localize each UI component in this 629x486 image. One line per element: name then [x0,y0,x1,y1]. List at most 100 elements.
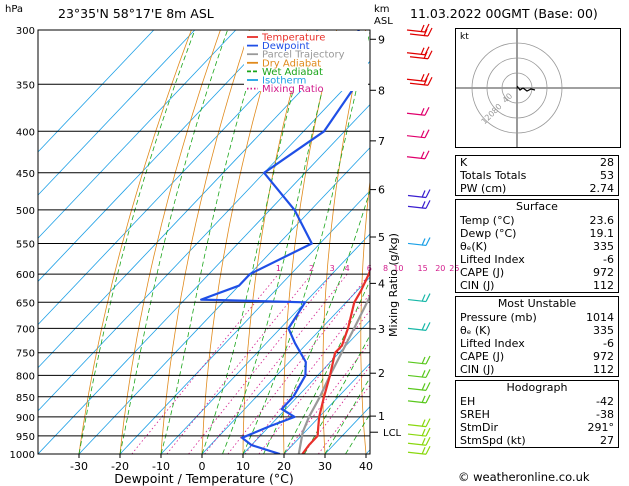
km-tick-label: 6 [378,184,385,197]
hodograph-row: StmDir 291° [460,421,614,434]
km-asl-label: km ASL [374,4,393,28]
isotherm-line [242,319,370,454]
wind-barb [407,189,431,199]
mixing-ratio-label: 10 [393,264,403,273]
mixing-ratio-line [258,309,370,454]
x-tick-label: 30 [318,460,332,473]
surface-row: Temp (°C) 23.6 [460,214,614,227]
wind-barb [407,293,431,303]
km-tick-label: 5 [378,231,385,244]
most-unstable-row: Lifted Index -6 [460,337,614,350]
isotherm-line [38,103,370,454]
legend-entry: Isotherm [262,76,306,87]
x-tick-label: 10 [236,460,250,473]
hodograph-unit-label: kt [460,32,469,42]
km-tick-label: 2 [378,367,385,380]
isotherm-line [38,30,237,239]
x-axis-title: Dewpoint / Temperature (°C) [114,471,293,486]
legend-entry: Parcel Trajectory [262,50,345,61]
wind-barb [409,50,433,60]
surface-row: CAPE (J) 972 [460,266,614,279]
x-tick-label: 40 [359,460,373,473]
dry-adiabat-line [433,30,453,454]
surface-row: CIN (J) 112 [460,279,614,292]
wet-adiabat-line [78,30,196,454]
isotherm-line [38,60,370,412]
legend-entry: Dewpoint [262,41,310,52]
wind-barb [407,200,431,209]
index-row: K 28 [460,156,614,169]
isotherm-line [38,30,278,282]
hodograph-trace [516,85,536,92]
km-tick-label: 8 [378,84,385,97]
km-tick-label: 3 [378,323,385,336]
km-tick-label: 1 [378,410,385,423]
dry-adiabat-line [398,30,424,454]
dry-adiabat-line [160,30,250,454]
isotherm-line [160,233,370,454]
parcel-trajectory-line [297,293,370,454]
hodograph-row: StmSpd (kt) 27 [460,434,614,447]
index-row: Totals Totals 53 [460,169,614,182]
indices-table: K 28 Totals Totals 53 PW (cm) 2.74 Surface … [455,155,619,451]
indices-box: K 28 Totals Totals 53 PW (cm) 2.74 [455,155,619,196]
mixing-ratio-label: 8 [383,264,388,273]
plot-area [38,30,453,454]
most-unstable-row: CIN (J) 112 [460,363,614,376]
pressure-unit-label: hPa [5,4,24,15]
wind-barb [407,427,431,437]
dewpoint-line [200,30,360,454]
wet-adiabat-line [324,376,370,454]
km-tick-label: 7 [378,135,385,148]
hodograph-ring [471,42,563,134]
pressure-tick-label: 550 [16,239,35,250]
mixing-ratio-label: 3 [330,264,335,273]
most-unstable-row: Pressure (mb) 1014 [460,311,614,324]
isotherm-line [78,147,370,454]
km-tick-label: 9 [378,33,385,46]
dry-adiabat-line [78,30,192,454]
wind-barb [406,129,430,139]
hodograph-row: SREH -38 [460,408,614,421]
x-tick-label: -20 [111,460,129,473]
asl-label: ASL [374,16,393,27]
most-unstable-title: Most Unstable [497,297,577,310]
wind-barb [407,355,431,365]
dry-adiabat-line [119,30,221,454]
pressure-tick-label: 1000 [10,450,35,461]
x-tick-label: -30 [70,460,88,473]
isotherm-line [38,30,319,326]
plot-frame [37,29,371,455]
temperature-line [301,267,370,454]
pressure-tick-label: 600 [16,270,35,281]
isotherm-line [38,30,155,153]
wind-barb [407,445,431,455]
datetime-title: 11.03.2022 00GMT (Base: 00) [410,6,598,21]
mixing-ratio-label: 1 [276,264,281,273]
wind-barb [409,27,433,37]
km-label: km [374,4,390,15]
wind-barb [407,437,431,446]
wind-barb [407,418,431,428]
index-row: PW (cm) 2.74 [460,182,614,195]
pressure-tick-label: 900 [16,413,35,424]
pressure-tick-label: 350 [16,80,35,91]
wet-adiabat-line [304,334,370,454]
isotherm-line [119,190,370,454]
legend-entry: Wet Adiabat [262,67,323,78]
wind-barb [406,150,430,160]
lcl-label: LCL [383,428,402,439]
mixing-ratio-label: 25 [449,264,459,273]
most-unstable-box: Most Unstable Pressure (mb) 1014 θₑ (K) 33… [455,296,619,377]
wind-barb [407,382,431,391]
km-tick-label: 4 [378,277,385,290]
surface-title: Surface [516,200,558,213]
mixing-ratio-label: 6 [367,264,372,273]
wind-barb [407,394,431,404]
mixing-ratio-axis-title: Mixing Ratio (g/kg) [387,233,400,337]
pressure-tick-label: 300 [16,26,35,37]
hodograph-row: EH -42 [460,395,614,408]
hodograph-title: Hodograph [506,381,568,394]
wind-barb [409,76,433,86]
